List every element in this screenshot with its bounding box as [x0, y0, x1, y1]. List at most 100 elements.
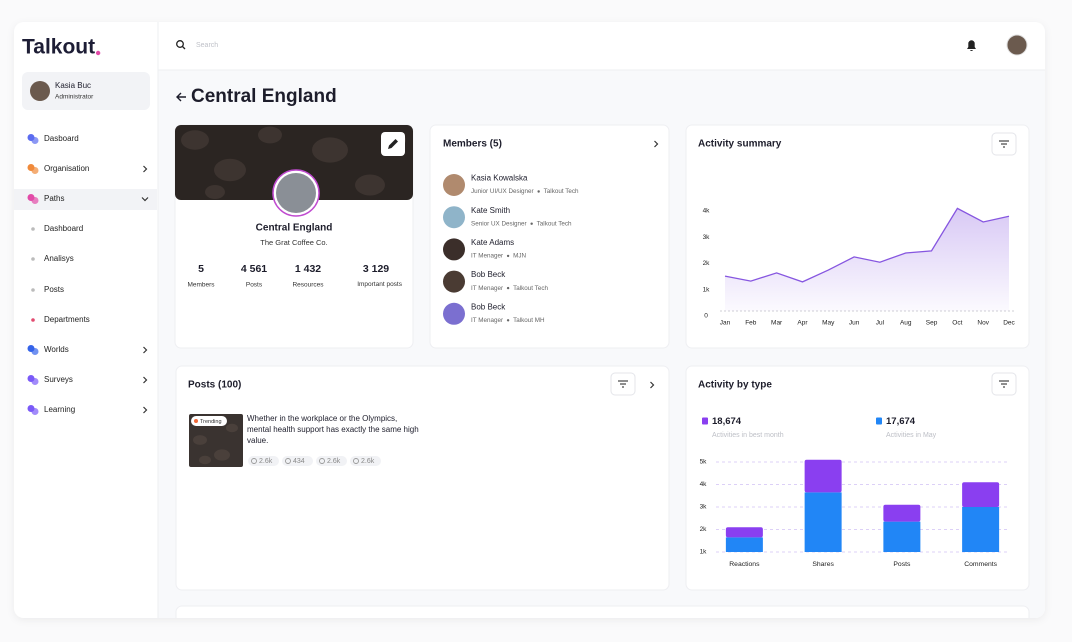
- x-tick-label: Nov: [977, 320, 989, 327]
- nav-item[interactable]: Posts: [44, 285, 64, 294]
- chevron-icon: [143, 406, 148, 414]
- x-tick-label: Dec: [1003, 320, 1015, 327]
- post-image-bean: [193, 435, 207, 445]
- y-tick-label: 3k: [700, 504, 708, 511]
- member-role: Junior UI/UX Designer: [471, 188, 534, 195]
- search-icon: [176, 40, 184, 48]
- nav-item[interactable]: Analisys: [44, 254, 74, 263]
- member-company: Talkout Tech: [544, 188, 579, 195]
- member-avatar[interactable]: [443, 206, 465, 229]
- stat-label: Resources: [292, 282, 324, 289]
- member-name[interactable]: Kate Adams: [471, 238, 514, 247]
- bar-segment: [883, 521, 921, 552]
- page-title: Central England: [191, 86, 337, 107]
- y-tick-label: 1k: [700, 549, 708, 556]
- nav-item[interactable]: Worlds: [44, 345, 69, 354]
- post-stat-icon: [285, 458, 291, 464]
- x-tick-label: Posts: [893, 561, 911, 568]
- post-stat: 2.6k: [327, 458, 341, 465]
- y-tick-label: 0: [704, 313, 708, 320]
- post-stat-pill: [282, 456, 313, 466]
- nav-icon: [31, 378, 39, 385]
- cover-bean: [181, 130, 209, 150]
- cover-bean: [312, 137, 348, 163]
- post-image-bean: [226, 423, 238, 433]
- nav-item[interactable]: Dashboard: [44, 224, 83, 233]
- nav-icon: [31, 197, 39, 204]
- profile-avatar[interactable]: [1006, 34, 1028, 56]
- bar-segment: [804, 492, 842, 552]
- bar-segment: [883, 504, 921, 522]
- user-name: Kasia Buc: [55, 81, 91, 90]
- member-avatar[interactable]: [443, 302, 465, 325]
- nav-item[interactable]: Surveys: [44, 375, 73, 384]
- member-company: Talkout MH: [513, 317, 545, 324]
- line: [724, 207, 1010, 283]
- member-name[interactable]: Kasia Kowalska: [471, 174, 528, 183]
- members-card: [429, 124, 670, 349]
- legend-label: Activities in best month: [712, 432, 784, 439]
- search-icon: [182, 46, 186, 50]
- legend-swatch: [876, 417, 882, 425]
- chevron-icon: [141, 197, 149, 202]
- bell-icon[interactable]: [967, 40, 976, 52]
- chevron-icon: [143, 165, 148, 173]
- nav-bullet: [31, 288, 35, 292]
- post-image-bean: [214, 449, 230, 461]
- back-arrow[interactable]: [176, 92, 186, 102]
- nav-item[interactable]: Dasboard: [44, 134, 79, 143]
- y-tick-label: 3k: [703, 234, 711, 241]
- post-stat-icon: [251, 458, 257, 464]
- nav-bullet: [31, 318, 35, 322]
- stat-value: 5: [198, 263, 204, 275]
- member-avatar[interactable]: [443, 174, 465, 196]
- member-name[interactable]: Bob Beck: [471, 270, 506, 279]
- stat-value: 1 432: [295, 263, 321, 275]
- stat-label: Members: [187, 282, 215, 289]
- nav-icon: [31, 408, 39, 415]
- posts-card: [175, 365, 670, 591]
- chevron-icon: [143, 346, 148, 354]
- x-tick-label: Comments: [964, 561, 997, 568]
- nav-item[interactable]: Organisation: [44, 164, 89, 173]
- bar-segment: [962, 482, 1000, 507]
- post-stat-icon: [353, 458, 359, 464]
- member-avatar[interactable]: [443, 270, 465, 293]
- x-tick-label: Sep: [926, 320, 938, 327]
- separator-dot: [506, 286, 510, 290]
- bar-segment: [804, 459, 842, 493]
- y-tick-label: 4k: [700, 481, 708, 488]
- post-image-bean: [199, 455, 211, 465]
- stat-label: Important posts: [357, 281, 402, 288]
- nav-item[interactable]: Learning: [44, 405, 75, 414]
- nav-bullet: [31, 227, 35, 231]
- member-name[interactable]: Bob Beck: [471, 302, 506, 311]
- member-name[interactable]: Kate Smith: [471, 206, 510, 215]
- search-input[interactable]: Search: [196, 42, 218, 49]
- profile-name: Central England: [256, 223, 333, 234]
- chart-title: Activity by type: [698, 380, 772, 391]
- user-avatar: [30, 81, 50, 101]
- post-stat-icon: [319, 458, 325, 464]
- member-avatar[interactable]: [443, 238, 465, 261]
- separator-dot: [506, 319, 510, 322]
- card-partial: [175, 605, 1030, 618]
- nav-item[interactable]: Paths: [44, 194, 64, 203]
- post-stat: 2.6k: [361, 458, 375, 465]
- member-role: IT Menager: [471, 285, 503, 292]
- post-stat: 434: [293, 458, 305, 465]
- y-tick-label: 2k: [700, 526, 708, 533]
- post-text: Whether in the workplace or the Olympics…: [247, 414, 419, 445]
- members-title: Members (5): [443, 139, 502, 150]
- legend-label: Activities in May: [886, 432, 937, 439]
- x-tick-label: Shares: [812, 561, 834, 568]
- edit-icon: [388, 139, 398, 149]
- logo-dot: [95, 50, 101, 56]
- separator-dot: [537, 190, 540, 193]
- chart-title: Activity summary: [698, 139, 782, 150]
- trending-icon: [194, 419, 198, 423]
- x-tick-label: Aug: [900, 320, 912, 327]
- nav-item[interactable]: Departments: [44, 315, 90, 324]
- nav-icon: [31, 137, 39, 144]
